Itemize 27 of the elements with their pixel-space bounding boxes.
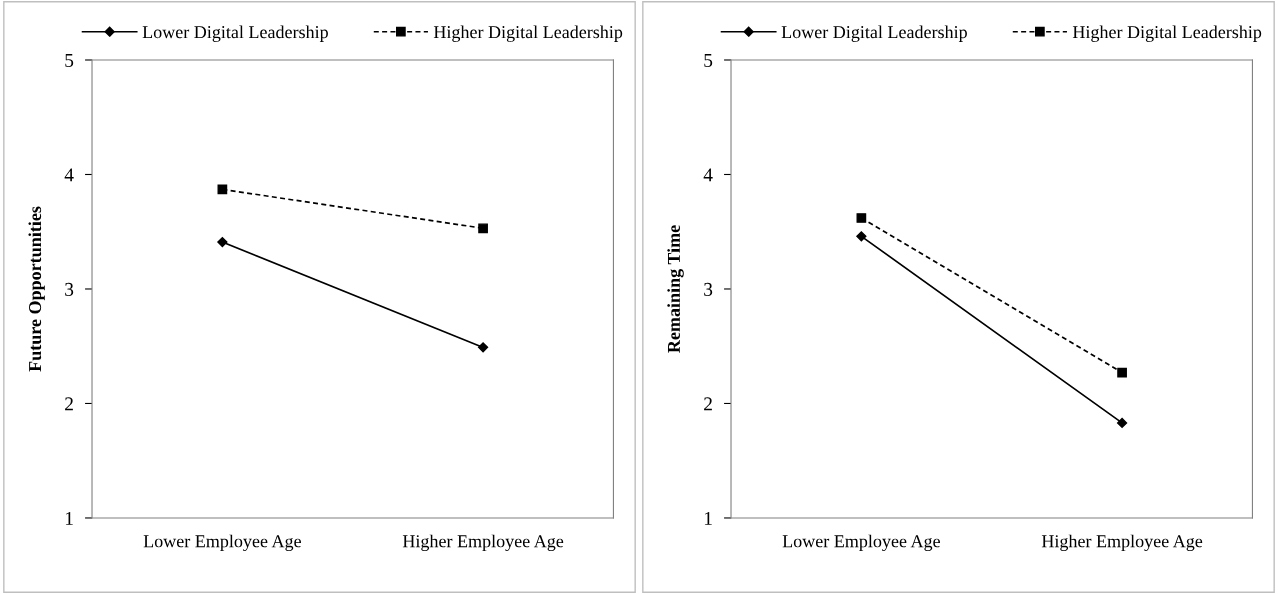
point	[1117, 367, 1127, 378]
point	[217, 236, 228, 248]
legend-label: Lower Digital Leadership	[142, 25, 328, 42]
y-tick-label: 5	[65, 54, 74, 67]
point	[1116, 417, 1128, 429]
y-tick-label: 3	[65, 282, 74, 296]
point	[478, 223, 488, 234]
y-tick-label: 5	[704, 54, 713, 67]
y-tick-label: 4	[703, 168, 713, 182]
y-tick-label: 1	[65, 511, 73, 525]
legend-label: Lower Digital Leadership	[781, 25, 967, 42]
legend-label: Higher Digital Leadership	[1072, 25, 1262, 42]
x-tick-label: Lower Employee Age	[143, 534, 301, 552]
y-tick-label: 1	[704, 511, 712, 525]
point	[856, 213, 867, 223]
point	[477, 342, 489, 353]
y-tick-label: 2	[704, 397, 712, 411]
y-tick-label: 4	[64, 168, 74, 182]
x-tick-label: Higher Employee Age	[1041, 534, 1203, 552]
y-tick-label: 3	[704, 282, 713, 296]
y-axis-title: Future Opportunities	[28, 206, 45, 372]
x-tick-label: Lower Employee Age	[782, 534, 940, 552]
y-tick-label: 2	[65, 397, 73, 411]
x-tick-label: Higher Employee Age	[402, 534, 564, 552]
y-axis-title: Remaining Time	[667, 225, 684, 353]
point	[856, 231, 867, 242]
legend-label: Higher Digital Leadership	[433, 25, 623, 42]
